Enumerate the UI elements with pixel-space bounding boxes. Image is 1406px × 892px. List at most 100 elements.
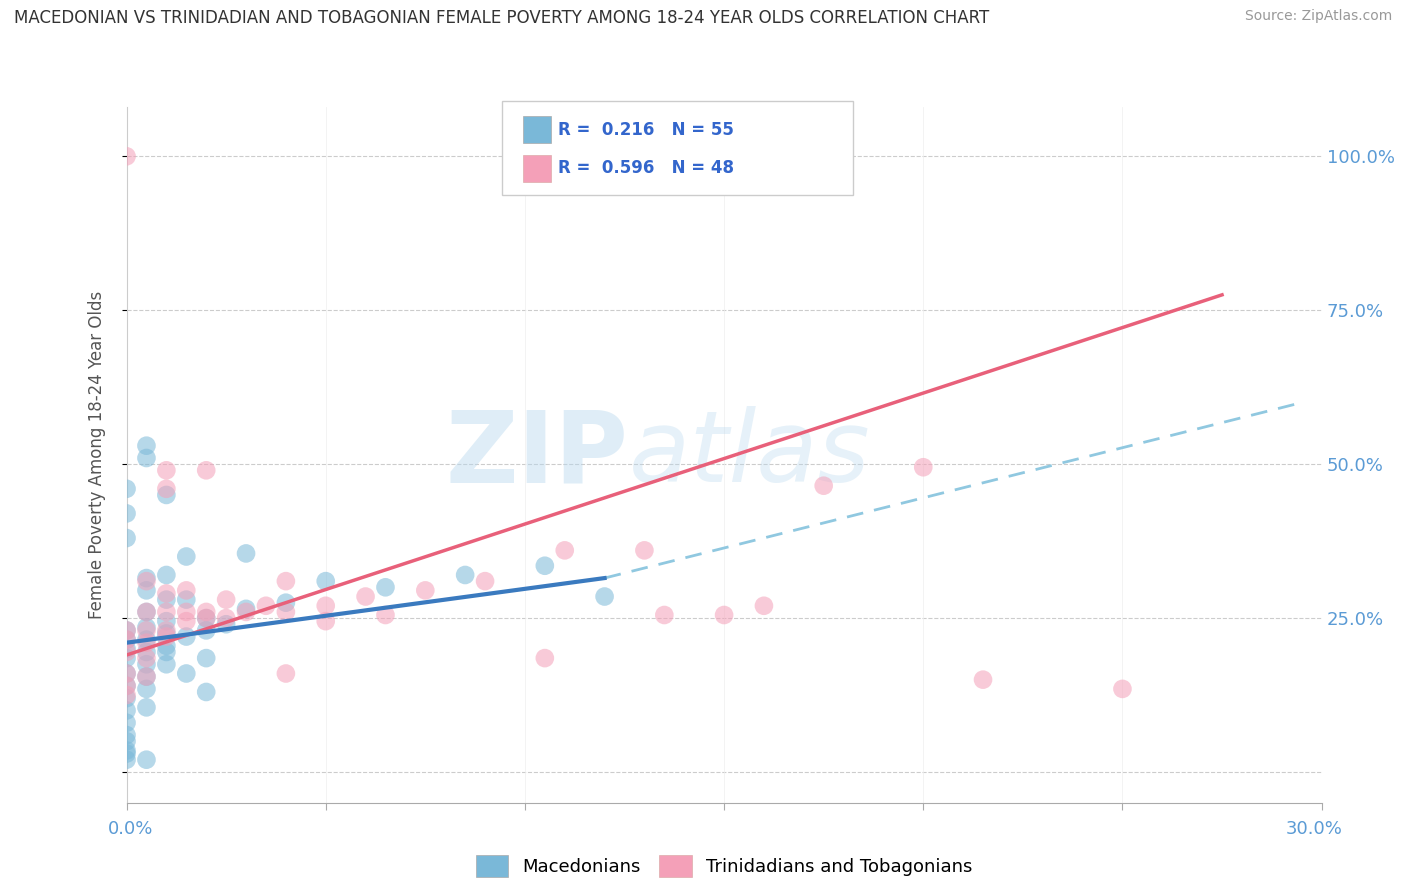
Point — [155, 592, 177, 607]
Point — [155, 568, 177, 582]
Point — [135, 624, 157, 638]
Point — [533, 651, 555, 665]
Point — [155, 630, 177, 644]
Point — [215, 617, 238, 632]
Point — [115, 747, 138, 761]
Text: R =  0.596   N = 48: R = 0.596 N = 48 — [558, 160, 734, 178]
Text: Source: ZipAtlas.com: Source: ZipAtlas.com — [1244, 9, 1392, 23]
Point — [235, 605, 257, 619]
Point — [174, 605, 197, 619]
Point — [254, 599, 277, 613]
Point — [195, 605, 218, 619]
Point — [135, 669, 157, 683]
Point — [135, 645, 157, 659]
Point — [135, 753, 157, 767]
Text: R =  0.216   N = 55: R = 0.216 N = 55 — [558, 121, 734, 139]
Point — [135, 583, 157, 598]
Point — [115, 743, 138, 757]
Point — [174, 666, 197, 681]
Point — [115, 651, 138, 665]
Point — [115, 688, 138, 702]
Point — [354, 590, 377, 604]
Point — [115, 703, 138, 717]
Point — [195, 651, 218, 665]
Point — [115, 632, 138, 647]
Point — [135, 605, 157, 619]
Point — [115, 624, 138, 638]
Point — [155, 488, 177, 502]
Point — [554, 543, 576, 558]
Point — [195, 611, 218, 625]
Point — [135, 605, 157, 619]
Point — [215, 611, 238, 625]
Point — [454, 568, 477, 582]
Point — [115, 641, 138, 656]
Point — [215, 592, 238, 607]
Point — [652, 607, 675, 622]
Point — [195, 624, 218, 638]
Point — [115, 149, 138, 163]
Point — [174, 583, 197, 598]
Point — [135, 636, 157, 650]
Point — [115, 734, 138, 748]
Point — [135, 700, 157, 714]
Point — [972, 673, 994, 687]
Point — [374, 607, 396, 622]
Point — [135, 651, 157, 665]
Point — [155, 614, 177, 628]
Point — [115, 691, 138, 706]
Point — [155, 624, 177, 638]
Point — [813, 479, 835, 493]
Legend: Macedonians, Trinidadians and Tobagonians: Macedonians, Trinidadians and Tobagonian… — [468, 847, 980, 884]
Point — [274, 574, 297, 589]
Point — [115, 728, 138, 742]
Point — [315, 574, 337, 589]
Point — [413, 583, 436, 598]
Point — [155, 639, 177, 653]
Point — [474, 574, 496, 589]
Point — [195, 685, 218, 699]
Point — [135, 681, 157, 696]
Point — [115, 753, 138, 767]
Point — [115, 482, 138, 496]
Point — [593, 590, 616, 604]
Point — [135, 571, 157, 585]
Point — [533, 558, 555, 573]
Point — [155, 463, 177, 477]
Point — [174, 630, 197, 644]
Text: atlas: atlas — [628, 407, 870, 503]
Point — [1111, 681, 1133, 696]
Point — [115, 624, 138, 638]
Point — [115, 666, 138, 681]
Point — [155, 626, 177, 640]
Point — [155, 645, 177, 659]
Point — [174, 549, 197, 564]
Point — [633, 543, 655, 558]
Point — [135, 657, 157, 672]
Point — [135, 620, 157, 634]
Point — [374, 580, 396, 594]
Text: 0.0%: 0.0% — [108, 820, 153, 838]
Point — [315, 614, 337, 628]
Point — [135, 669, 157, 683]
Text: ZIP: ZIP — [446, 407, 628, 503]
Point — [155, 586, 177, 600]
Point — [135, 574, 157, 589]
Point — [115, 666, 138, 681]
Point — [115, 507, 138, 521]
Point — [713, 607, 735, 622]
Point — [912, 460, 935, 475]
Point — [752, 599, 775, 613]
Point — [155, 605, 177, 619]
Point — [135, 450, 157, 465]
Point — [195, 611, 218, 625]
Point — [155, 657, 177, 672]
Point — [115, 645, 138, 659]
Point — [115, 632, 138, 647]
Text: 30.0%: 30.0% — [1286, 820, 1343, 838]
Text: MACEDONIAN VS TRINIDADIAN AND TOBAGONIAN FEMALE POVERTY AMONG 18-24 YEAR OLDS CO: MACEDONIAN VS TRINIDADIAN AND TOBAGONIAN… — [14, 9, 990, 27]
Point — [315, 599, 337, 613]
Point — [174, 592, 197, 607]
Point — [235, 546, 257, 560]
Point — [135, 439, 157, 453]
